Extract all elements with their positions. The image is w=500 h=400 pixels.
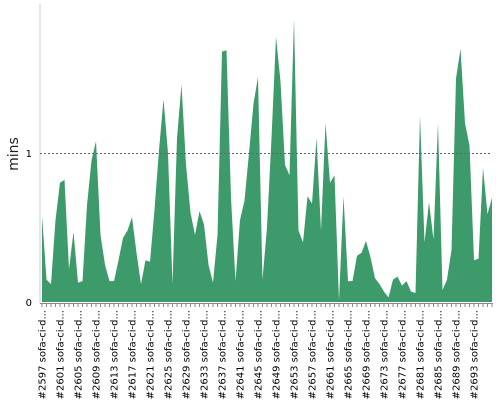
- area-series: [42, 18, 492, 303]
- x-tick-label: #2689 sofa-ci-d...: [452, 310, 463, 399]
- x-tick-label: #2629 sofa-ci-d...: [182, 310, 193, 399]
- x-tick-label: #2661 sofa-ci-d...: [326, 310, 337, 399]
- area-series-group: [42, 18, 492, 303]
- x-tick-label: #2677 sofa-ci-d...: [398, 310, 409, 399]
- x-tick-label: #2637 sofa-ci-d...: [218, 310, 229, 399]
- x-tick-label: #2653 sofa-ci-d...: [290, 310, 301, 399]
- x-tick-label: #2621 sofa-ci-d...: [146, 310, 157, 399]
- x-tick-label: #2605 sofa-ci-d...: [74, 310, 85, 399]
- x-tick-label: #2685 sofa-ci-d...: [434, 310, 445, 399]
- x-tick-label: #2633 sofa-ci-d...: [200, 310, 211, 399]
- x-tick-label: #2693 sofa-ci-d...: [470, 310, 481, 399]
- x-tick-label: #2681 sofa-ci-d...: [416, 310, 427, 399]
- x-tick-label: #2617 sofa-ci-d...: [128, 310, 139, 399]
- x-tick-label: #2665 sofa-ci-d...: [344, 310, 355, 399]
- x-tick-label: #2625 sofa-ci-d...: [164, 310, 175, 399]
- x-tick-label: #2649 sofa-ci-d...: [272, 310, 283, 399]
- plot-area: 01 #2597 sofa-ci-d... #2601 sofa-ci-d... #…: [26, 4, 493, 399]
- x-tick-label: #2641 sofa-ci-d...: [236, 310, 247, 399]
- y-tick-label: 1: [26, 149, 32, 160]
- x-tick-label: #2597 sofa-ci-d...: [38, 310, 49, 399]
- x-tick-label: #2613 sofa-ci-d...: [110, 310, 121, 399]
- x-tick-label: #2601 sofa-ci-d...: [56, 310, 67, 399]
- x-tick-label: #2609 sofa-ci-d...: [92, 310, 103, 399]
- y-tick-group: 01: [26, 149, 32, 309]
- x-tick-label: #2673 sofa-ci-d...: [380, 310, 391, 399]
- x-tick-label: #2669 sofa-ci-d...: [362, 310, 373, 399]
- x-tick-label: #2645 sofa-ci-d...: [254, 310, 265, 399]
- x-tick-group: #2597 sofa-ci-d... #2601 sofa-ci-d... #260…: [38, 304, 493, 399]
- y-tick-label: 0: [26, 298, 32, 309]
- y-axis-label: mins: [6, 137, 22, 171]
- x-tick-label: #2657 sofa-ci-d...: [308, 310, 319, 399]
